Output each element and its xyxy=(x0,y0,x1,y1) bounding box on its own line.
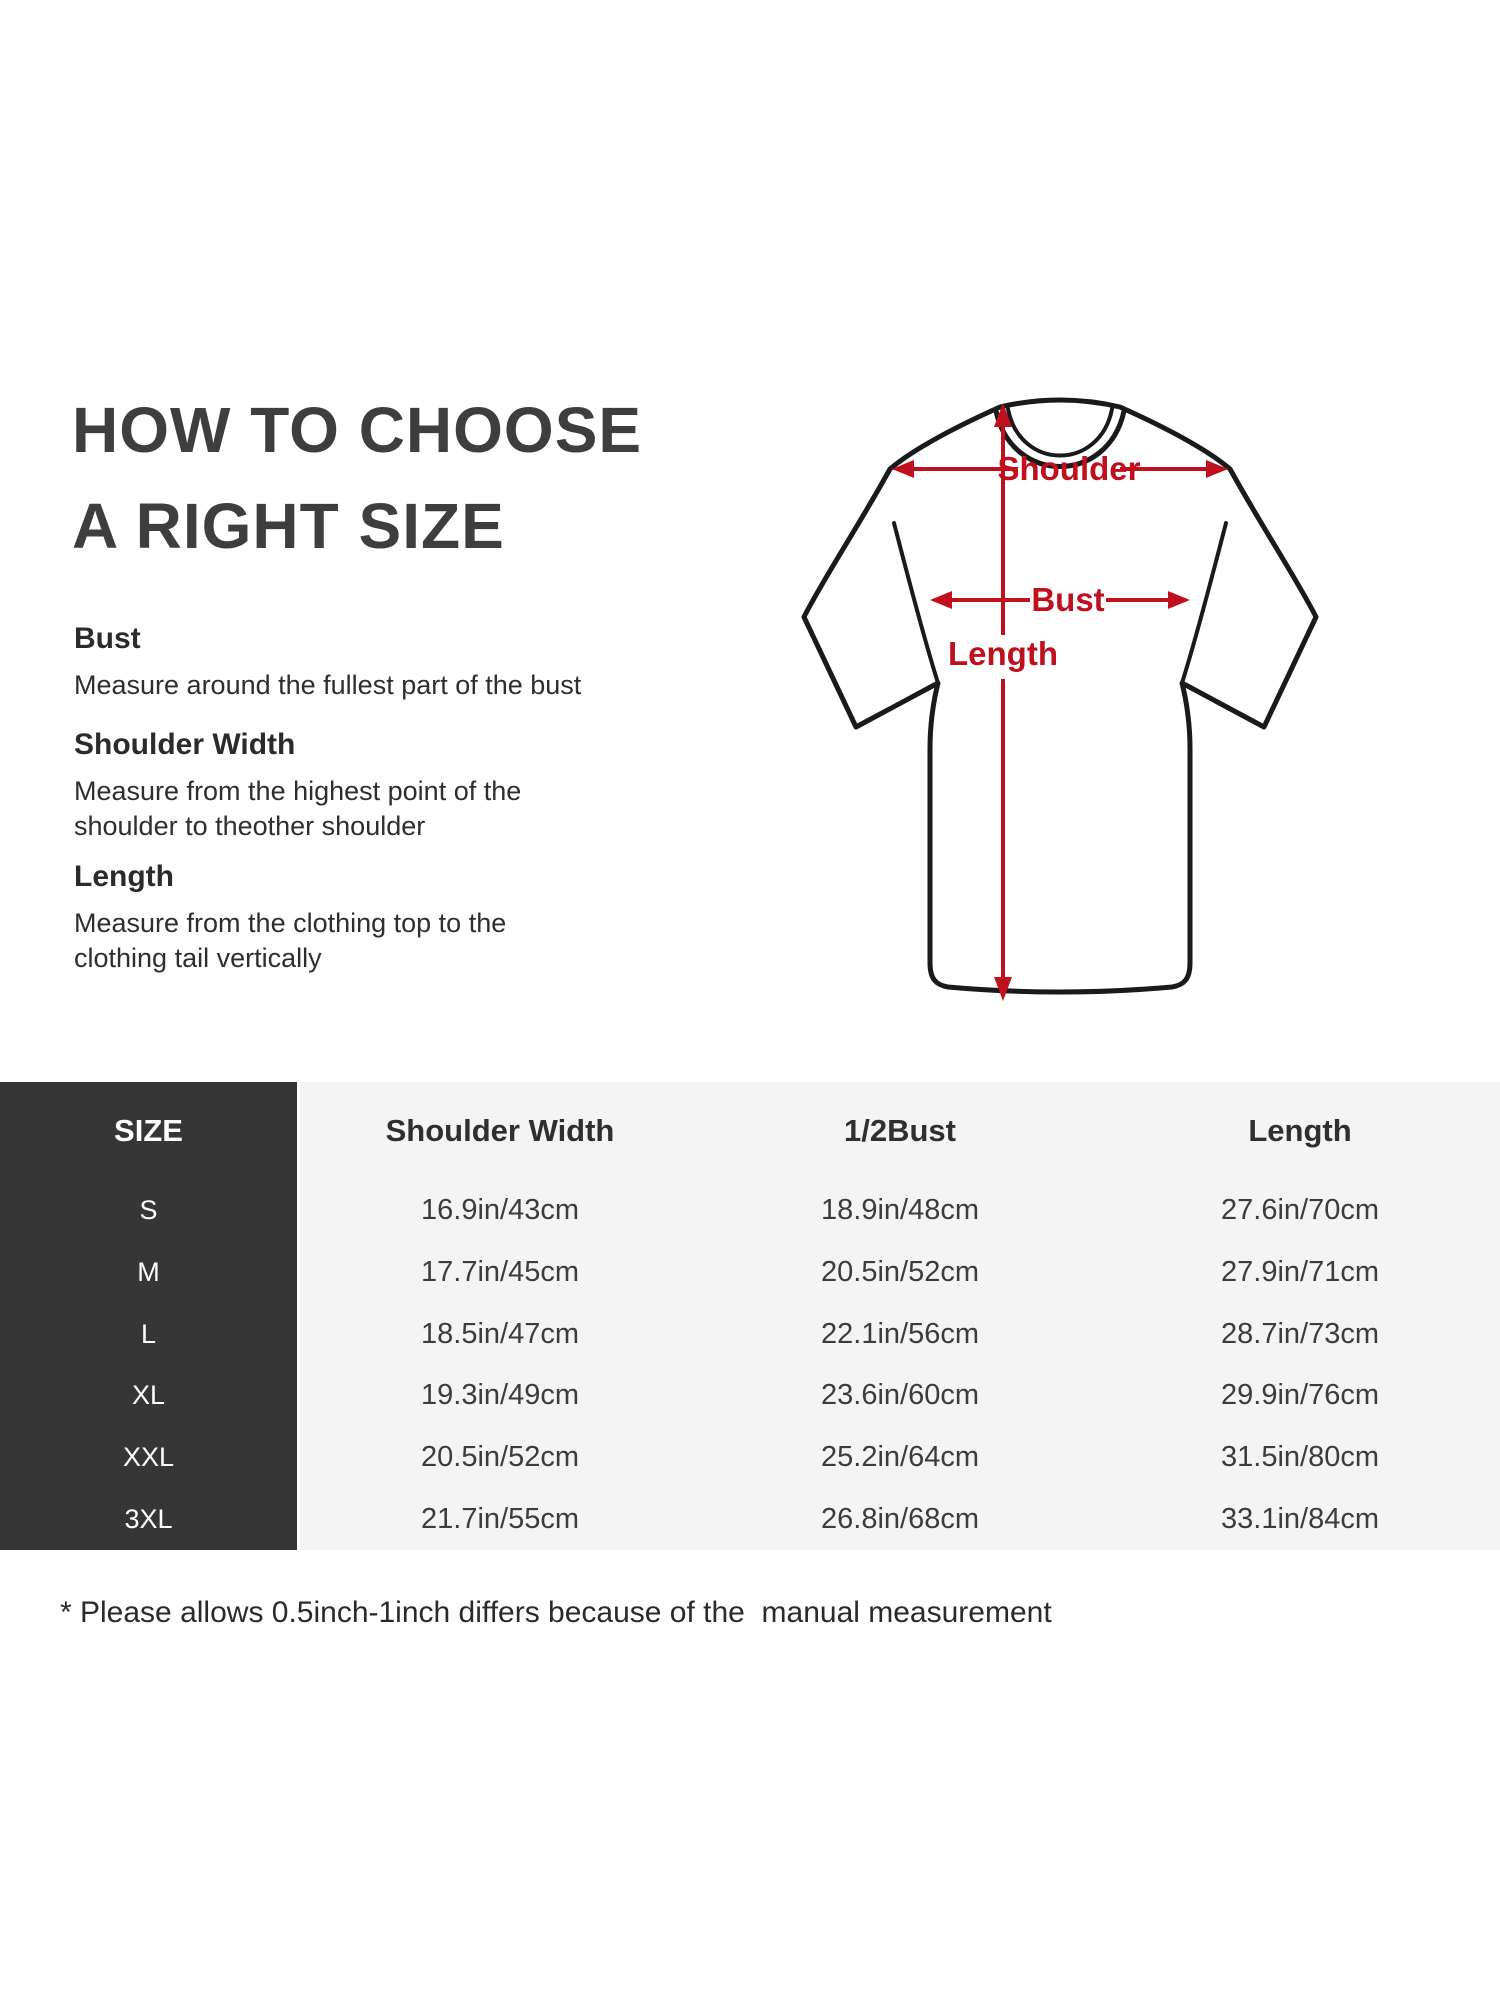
length-value: 27.9in/71cm xyxy=(1221,1255,1379,1288)
shoulder-value: 16.9in/43cm xyxy=(421,1194,579,1227)
length-arrowhead-top xyxy=(994,403,1012,427)
half-bust-value: 25.2in/64cm xyxy=(821,1440,979,1473)
length-value: 29.9in/76cm xyxy=(1221,1379,1379,1412)
page-title-line2: A RIGHT SIZE xyxy=(72,490,505,562)
shoulder-arrowhead-right xyxy=(1206,460,1228,478)
instruction-shoulder-width-term: Shoulder Width xyxy=(74,728,296,761)
page-title: HOW TO CHOOSE A RIGHT SIZE xyxy=(72,382,642,574)
size-label: S xyxy=(0,1180,300,1242)
page-title-line1: HOW TO CHOOSE xyxy=(72,394,643,466)
instruction-shoulder-width-definition-line1: Measure from the highest point of the xyxy=(74,776,522,806)
shoulder-value: 20.5in/52cm xyxy=(421,1440,579,1473)
half-bust-value: 20.5in/52cm xyxy=(821,1255,979,1288)
tshirt-measurement-diagram: Shoulder Bust Length xyxy=(801,397,1319,1001)
bust-label: Bust xyxy=(1031,581,1104,618)
bust-arrow: Bust xyxy=(930,581,1190,618)
size-label: XL xyxy=(0,1365,300,1427)
length-value: 28.7in/73cm xyxy=(1221,1317,1379,1350)
instruction-length-definition-line2: clothing tail vertically xyxy=(74,943,322,973)
length-value: 27.6in/70cm xyxy=(1221,1194,1379,1227)
left-sleeve-seam xyxy=(892,521,940,685)
length-value: 33.1in/84cm xyxy=(1221,1502,1379,1535)
shoulder-label: Shoulder xyxy=(997,450,1140,487)
size-label: M xyxy=(0,1241,300,1304)
column-header-length: Length xyxy=(1248,1113,1352,1148)
shoulder-value: 19.3in/49cm xyxy=(421,1379,579,1412)
instruction-length-definition-line1: Measure from the clothing top to the xyxy=(74,908,507,938)
length-arrow: Length xyxy=(948,403,1058,1001)
size-label: L xyxy=(0,1303,300,1365)
length-value: 31.5in/80cm xyxy=(1221,1440,1379,1473)
tshirt-outline xyxy=(801,397,1319,995)
bust-arrowhead-right xyxy=(1168,591,1190,609)
length-label: Length xyxy=(948,635,1058,672)
column-header-size: SIZE xyxy=(0,1082,300,1180)
column-header-shoulder-width: Shoulder Width xyxy=(385,1113,615,1148)
instruction-length: Length Measure from the clothing top to … xyxy=(74,858,654,976)
half-bust-value: 22.1in/56cm xyxy=(821,1317,979,1350)
collar-outer-curve xyxy=(993,408,1127,469)
instruction-bust-definition: Measure around the fullest part of the b… xyxy=(74,670,582,700)
length-arrowhead-bottom xyxy=(994,977,1012,1001)
shoulder-arrow: Shoulder xyxy=(892,450,1228,487)
right-sleeve-seam xyxy=(1180,521,1228,685)
instruction-bust: Bust Measure around the fullest part of … xyxy=(74,620,654,703)
half-bust-value: 23.6in/60cm xyxy=(821,1379,979,1412)
shoulder-value: 17.7in/45cm xyxy=(421,1255,579,1288)
column-header-half-bust: 1/2Bust xyxy=(844,1113,956,1148)
instruction-bust-term: Bust xyxy=(74,622,141,655)
collar-inner-curve xyxy=(1006,407,1114,458)
half-bust-value: 26.8in/68cm xyxy=(821,1502,979,1535)
instruction-length-term: Length xyxy=(74,860,174,893)
bust-arrowhead-left xyxy=(930,591,952,609)
size-label: 3XL xyxy=(0,1488,300,1550)
size-table: SIZE Shoulder Width 1/2Bust Length S 16.… xyxy=(0,1082,1500,1550)
size-label: XXL xyxy=(0,1426,300,1489)
shoulder-arrowhead-left xyxy=(892,460,914,478)
footnote: * Please allows 0.5inch-1inch differs be… xyxy=(60,1596,1052,1629)
shoulder-value: 18.5in/47cm xyxy=(421,1317,579,1350)
instruction-shoulder-width: Shoulder Width Measure from the highest … xyxy=(74,726,654,844)
half-bust-value: 18.9in/48cm xyxy=(821,1194,979,1227)
shoulder-value: 21.7in/55cm xyxy=(421,1502,579,1535)
instruction-shoulder-width-definition-line2: shoulder to theother shoulder xyxy=(74,811,426,841)
